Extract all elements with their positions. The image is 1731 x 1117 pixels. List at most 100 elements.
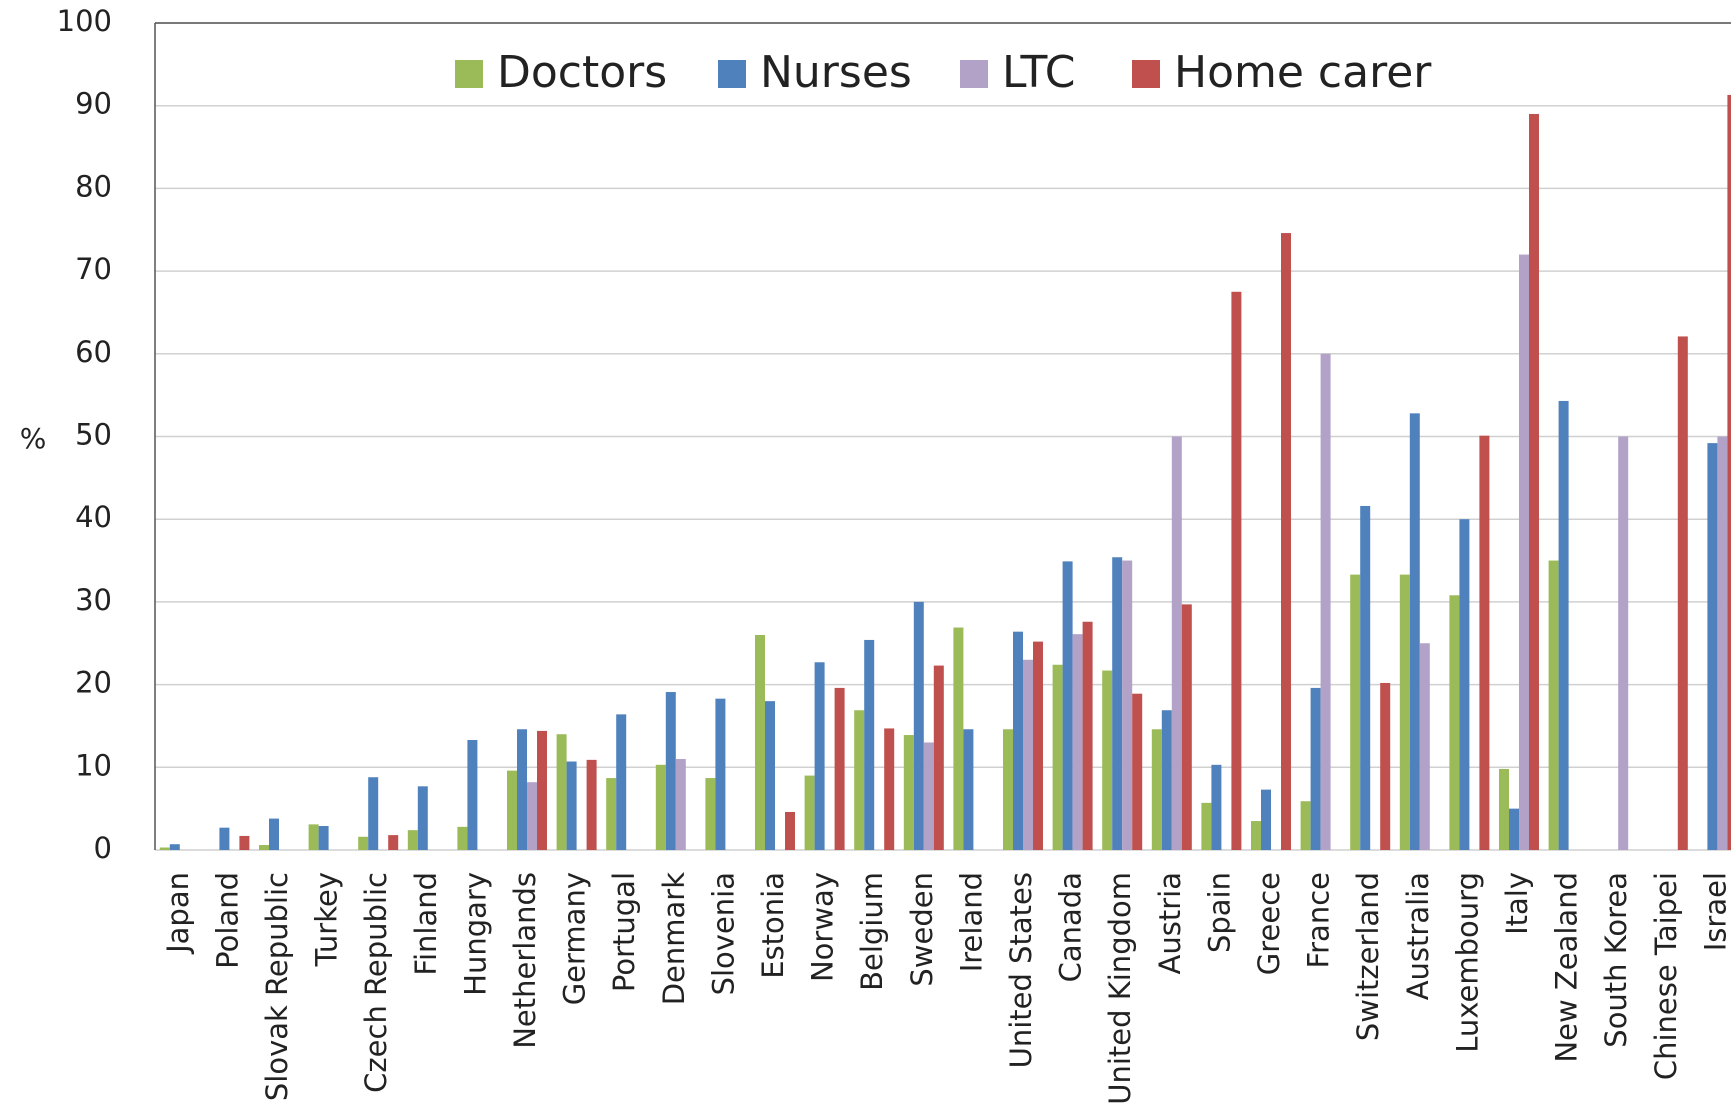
bar (665, 692, 676, 850)
bar (1459, 519, 1470, 850)
x-tick-label: Netherlands (508, 872, 542, 1049)
bar (655, 764, 666, 850)
x-tick-label: United Kingdom (1103, 872, 1137, 1105)
bar (1509, 808, 1519, 850)
bar (1310, 687, 1321, 850)
legend-label: LTC (1002, 47, 1075, 98)
x-tick-label: Germany (558, 872, 592, 1005)
bar (933, 665, 944, 850)
x-tick-label: Israel (1698, 872, 1731, 951)
x-tick-label: Japan (161, 872, 195, 955)
x-tick-label: Ireland (954, 872, 988, 972)
legend-label: Doctors (497, 47, 667, 98)
bar (259, 845, 269, 850)
bar (963, 729, 974, 850)
y-tick-label: 20 (75, 666, 112, 700)
bar (1300, 801, 1311, 850)
bar (556, 734, 567, 850)
bar (1558, 400, 1569, 850)
x-tick-label: Slovenia (706, 872, 740, 995)
bar (1171, 436, 1182, 850)
bar (834, 687, 845, 850)
x-tick-label: South Korea (1599, 872, 1633, 1048)
bar (1201, 802, 1212, 850)
bar (1419, 643, 1430, 850)
bar (864, 639, 875, 850)
y-tick-label: 80 (75, 169, 112, 203)
y-tick-label: 100 (57, 4, 112, 38)
bar (219, 827, 230, 850)
bar (1519, 254, 1529, 850)
bar (1082, 621, 1093, 850)
y-tick-label: 60 (75, 335, 112, 369)
bar (1102, 670, 1113, 850)
bar (159, 847, 170, 850)
bar (1231, 291, 1242, 850)
bar (616, 714, 627, 850)
bar (1033, 641, 1043, 850)
bar (1003, 729, 1013, 850)
bar (1380, 682, 1391, 850)
x-tick-label: United States (1004, 872, 1038, 1068)
legend-swatch (1132, 60, 1160, 88)
bar (1023, 659, 1033, 850)
bar (1399, 574, 1410, 850)
bar (417, 786, 428, 850)
y-tick-label: 10 (75, 748, 112, 782)
bar (517, 729, 527, 850)
y-tick-label: 30 (75, 583, 112, 617)
x-tick-label: Canada (1054, 872, 1088, 982)
legend-label: Nurses (760, 47, 912, 98)
bar (814, 662, 825, 850)
bar (269, 818, 279, 850)
bar (1360, 505, 1371, 850)
bar (1548, 560, 1559, 850)
x-tick-label: Sweden (905, 872, 939, 987)
bar (1717, 436, 1728, 850)
x-tick-label: New Zealand (1550, 872, 1584, 1063)
bar (903, 735, 914, 850)
bar (1529, 113, 1539, 851)
bar (1727, 94, 1731, 851)
x-tick-label: Belgium (855, 872, 889, 991)
x-tick-label: France (1302, 872, 1336, 968)
x-tick-label: Luxembourg (1450, 872, 1484, 1053)
bar (318, 826, 329, 850)
bar (169, 844, 180, 850)
bar (388, 835, 399, 850)
bar (765, 701, 775, 850)
x-tick-label: Finland (409, 872, 443, 976)
bar (1122, 560, 1133, 850)
x-tick-label: Austria (1153, 872, 1187, 974)
x-tick-label: Czech Republic (359, 872, 393, 1093)
bar (467, 740, 478, 850)
bar (785, 811, 795, 850)
bar (527, 782, 537, 850)
bar (1251, 821, 1261, 850)
x-tick-label: Greece (1252, 872, 1286, 975)
bar (1161, 710, 1172, 850)
legend-swatch (960, 60, 988, 88)
bar (1062, 561, 1073, 850)
bar (537, 730, 547, 850)
bar (755, 634, 765, 850)
bar (358, 836, 369, 850)
bar (606, 778, 617, 850)
x-tick-label: Australia (1401, 872, 1435, 1000)
y-tick-label: 50 (75, 418, 112, 452)
x-tick-label: Italy (1500, 872, 1534, 935)
bar (507, 770, 517, 850)
x-tick-label: Hungary (458, 872, 492, 996)
x-tick-label: Turkey (310, 872, 344, 967)
x-tick-label: Estonia (756, 872, 790, 979)
bar (804, 775, 815, 850)
bar (1618, 436, 1629, 850)
legend-label: Home carer (1174, 47, 1432, 98)
bar (1707, 443, 1718, 850)
bar (457, 826, 468, 850)
x-tick-label: Portugal (607, 872, 641, 992)
y-tick-label: 40 (75, 500, 112, 534)
x-tick-label: Poland (210, 872, 244, 969)
bar (854, 710, 865, 850)
legend-swatch (455, 60, 483, 88)
